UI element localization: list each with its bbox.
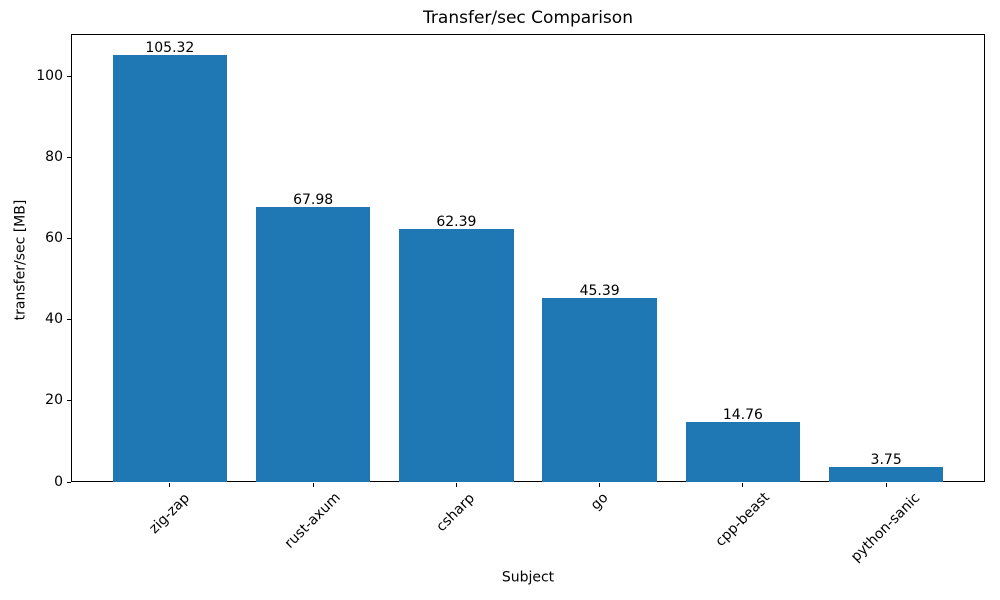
- bar-value-label: 45.39: [579, 283, 620, 300]
- bar-value-label: 105.32: [145, 40, 195, 57]
- y-tick-label: 60: [45, 230, 63, 247]
- y-axis-label: transfer/sec [MB]: [12, 199, 29, 321]
- y-tick-mark: [67, 157, 71, 159]
- bar-python-sanic: [828, 466, 944, 482]
- bar-go: [542, 298, 657, 482]
- y-tick-mark: [67, 76, 71, 78]
- y-tick-label: 0: [54, 473, 63, 490]
- x-tick-label-rust-axum: rust-axum: [281, 490, 344, 553]
- x-tick-label-csharp: csharp: [433, 489, 479, 535]
- x-tick-label-cpp-beast: cpp-beast: [712, 489, 773, 551]
- x-tick-label-go: go: [587, 489, 612, 514]
- x-tick-mark: [599, 483, 601, 487]
- x-axis-label: Subject: [501, 569, 555, 586]
- bar-value-label: 3.75: [870, 451, 902, 468]
- bar-value-label: 67.98: [293, 191, 334, 208]
- bar-csharp: [399, 229, 514, 482]
- x-tick-label-python-sanic: python-sanic: [848, 489, 924, 566]
- y-tick-label: 40: [45, 311, 63, 328]
- y-tick-mark: [67, 319, 71, 321]
- bar-value-label: 14.76: [722, 407, 763, 424]
- bar-rust-axum: [255, 206, 371, 482]
- y-tick-label: 100: [36, 68, 63, 85]
- bar-zig-zap: [112, 55, 228, 482]
- bar-cpp-beast: [685, 422, 801, 482]
- x-tick-mark: [455, 483, 457, 487]
- x-tick-mark: [885, 483, 887, 487]
- x-tick-mark: [742, 483, 744, 487]
- x-tick-mark: [169, 483, 171, 487]
- chart-title: Transfer/sec Comparison: [423, 8, 633, 28]
- y-tick-mark: [67, 400, 71, 402]
- y-tick-mark: [67, 481, 71, 483]
- y-tick-label: 80: [45, 149, 63, 166]
- x-tick-mark: [312, 483, 314, 487]
- y-tick-mark: [67, 238, 71, 240]
- bar-value-label: 62.39: [436, 214, 477, 231]
- y-tick-label: 20: [45, 392, 63, 409]
- x-tick-label-zig-zap: zig-zap: [146, 489, 193, 537]
